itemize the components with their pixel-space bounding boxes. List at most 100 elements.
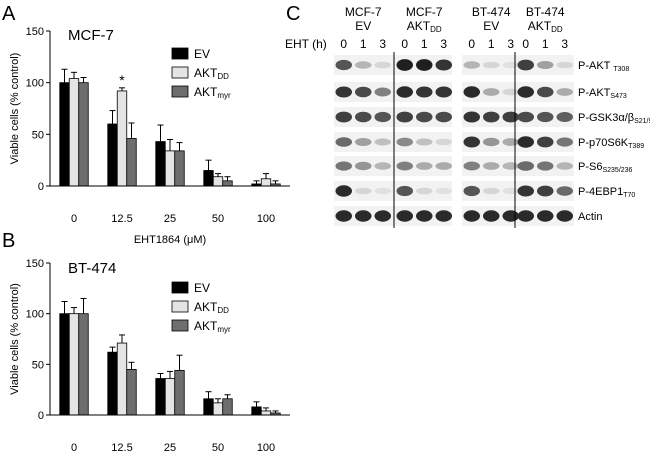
x-tick-label: 25 — [164, 442, 176, 454]
blot-band — [355, 210, 372, 222]
blot-band — [335, 86, 352, 98]
blot-band — [416, 210, 433, 222]
blot-band — [435, 162, 452, 170]
legend-swatch — [171, 47, 189, 60]
blot-band — [374, 162, 391, 170]
blot-band — [502, 88, 519, 96]
bar — [260, 410, 272, 416]
bar — [174, 150, 185, 187]
y-tick-label: 150 — [26, 26, 44, 38]
blot-band — [502, 210, 519, 222]
blot-band-label: P-4EBP1T70 — [578, 186, 635, 199]
blot-band-label: P-p70S6KT389 — [578, 137, 644, 150]
blot-band — [483, 61, 500, 69]
bar — [59, 313, 70, 416]
blot-band — [335, 137, 352, 147]
blot-band — [483, 88, 500, 96]
blot-band — [483, 187, 500, 195]
blot-band — [517, 86, 534, 98]
blot-timepoint: 1 — [360, 37, 367, 51]
blot-band — [435, 86, 452, 98]
bar — [107, 123, 118, 187]
blot-timepoint: 0 — [401, 37, 408, 51]
blot-band — [416, 111, 433, 123]
bar — [68, 313, 80, 416]
blot-band — [537, 111, 554, 123]
bar — [260, 178, 272, 187]
blot-band — [355, 187, 372, 195]
blot-band — [463, 61, 480, 69]
bar — [68, 78, 80, 187]
blot-band — [374, 87, 391, 97]
bar — [174, 370, 185, 416]
bar — [116, 90, 128, 187]
blot-band — [517, 136, 534, 148]
legend-label: AKTDD — [194, 300, 229, 315]
blot-group-line1: MCF-7 — [406, 5, 443, 19]
blot-band — [335, 210, 352, 222]
blot-band-label: Actin — [578, 211, 602, 223]
bar — [126, 138, 137, 187]
blot-group-line2: AKTDD — [407, 19, 442, 34]
blot-group-line2: EV — [355, 19, 371, 33]
legend-swatch — [171, 66, 189, 79]
y-tick-label: 50 — [32, 359, 44, 371]
blot-band — [556, 186, 573, 196]
chart-title: BT-474 — [68, 260, 116, 277]
panel-c-letter: C — [286, 3, 300, 25]
bar — [155, 378, 166, 416]
legend-label: AKTmyr — [194, 319, 231, 334]
blot-band — [416, 187, 433, 195]
blot-band-label: P-AKT T308 — [578, 60, 629, 73]
blot-band-label: P-S6S235/236 — [578, 161, 633, 174]
blot-band — [483, 111, 500, 123]
legend-label: EV — [194, 281, 210, 295]
x-tick-label: 25 — [164, 213, 176, 225]
blot-band — [537, 161, 554, 171]
blot-band — [483, 162, 500, 170]
bar — [222, 180, 233, 187]
x-tick-label: 50 — [212, 213, 224, 225]
blot-band — [396, 86, 413, 98]
y-tick-label: 100 — [26, 309, 44, 321]
blot-group-line1: BT-474 — [526, 5, 565, 19]
blot-band — [435, 210, 452, 222]
blot-timepoint: 1 — [421, 37, 428, 51]
blot-band — [537, 185, 554, 197]
bar — [164, 378, 176, 416]
blot-group-line2: AKTDD — [528, 19, 563, 34]
x-tick-label: 0 — [71, 213, 77, 225]
blot-band — [517, 210, 534, 222]
blot-band — [416, 162, 433, 170]
chart-bt474: 0 50 100 150 Viable cells (% control) BT-474 0… — [9, 258, 290, 454]
bar — [116, 342, 128, 416]
blot-band — [435, 111, 452, 123]
y-tick-label: 50 — [32, 129, 44, 141]
blot-band — [556, 112, 573, 122]
blot-band — [463, 111, 480, 123]
blot-band — [396, 111, 413, 123]
blot-band — [416, 59, 433, 71]
bar — [212, 176, 224, 187]
blot-band — [463, 185, 480, 197]
blot-band — [396, 210, 413, 222]
blot-band — [517, 185, 534, 197]
blot-band — [355, 161, 372, 171]
blot-band — [416, 86, 433, 98]
blot-strip — [334, 132, 452, 152]
x-axis-label: EHT1864 (μM) — [134, 234, 206, 246]
blot-band — [374, 187, 391, 195]
blot-timepoint: 0 — [522, 37, 529, 51]
y-axis-label: Viable cells (% control) — [9, 53, 21, 165]
bar — [203, 170, 214, 187]
blot-band — [517, 59, 534, 71]
blot-group-line1: BT-474 — [472, 5, 511, 19]
blot-band — [537, 210, 554, 222]
legend-label: EV — [194, 47, 210, 61]
y-tick-label: 0 — [38, 410, 44, 422]
blot-band — [355, 86, 372, 98]
blot-timepoint: 1 — [542, 37, 549, 51]
blot-band — [435, 138, 452, 146]
